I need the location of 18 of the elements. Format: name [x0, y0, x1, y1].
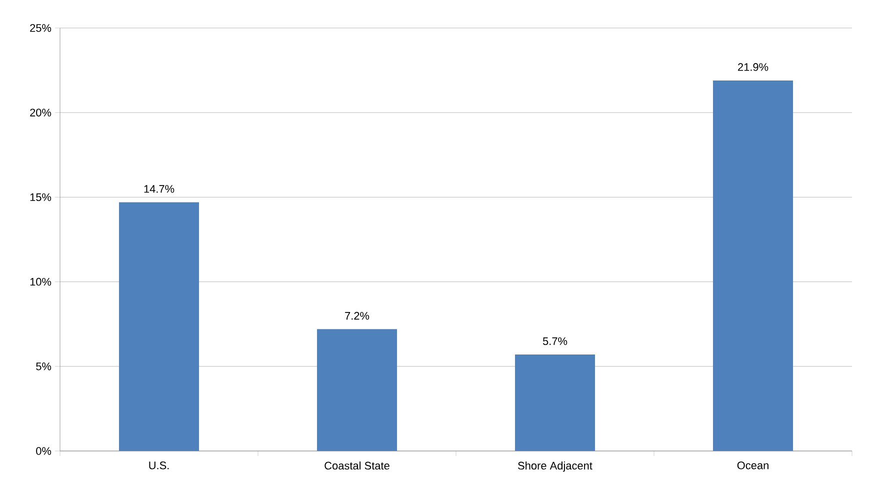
x-tick-label: Coastal State	[324, 462, 390, 470]
data-label: 5.7%	[542, 337, 568, 346]
y-tick-label: 25%	[30, 24, 52, 32]
bar	[515, 354, 596, 451]
bar	[713, 80, 794, 451]
x-tick-label: Ocean	[737, 462, 768, 470]
x-tick-label: U.S.	[149, 462, 169, 470]
y-tick-label: 0%	[36, 447, 52, 455]
data-label: 14.7%	[144, 185, 174, 193]
y-tick-label: 15%	[30, 193, 52, 202]
y-tick-label: 20%	[30, 108, 52, 116]
x-tick-label: Shore Adjacent	[518, 462, 592, 472]
y-tick-label: 10%	[30, 278, 52, 286]
y-tick-label: 5%	[36, 362, 52, 370]
data-label: 7.2%	[345, 312, 370, 320]
bar	[317, 329, 398, 451]
data-label: 21.9%	[738, 63, 768, 71]
bar	[119, 202, 200, 451]
